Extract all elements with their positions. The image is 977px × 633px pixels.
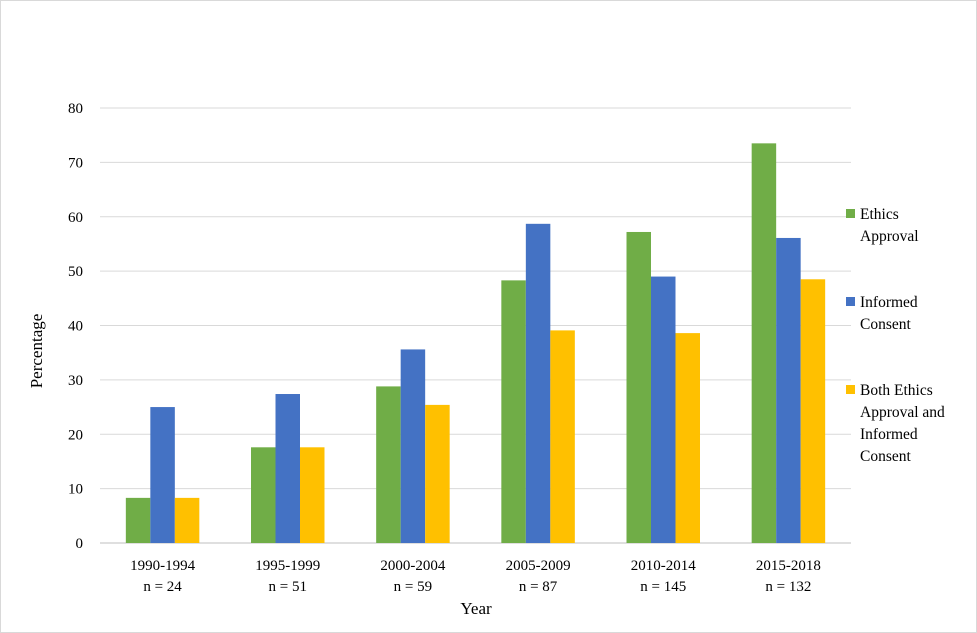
bar	[626, 231, 651, 543]
x-axis-title: Year	[460, 599, 492, 618]
bar	[776, 237, 801, 544]
x-tick-label: 2000-2004	[380, 558, 445, 574]
x-tick-label: 2015-2018	[756, 558, 821, 574]
bar	[751, 143, 777, 543]
bars	[125, 143, 826, 544]
gridlines	[100, 107, 851, 544]
legend-label: Approval	[860, 228, 919, 245]
x-tick-label: 2005-2009	[506, 558, 571, 574]
y-tick-label: 30	[68, 373, 83, 389]
legend-label: Informed	[860, 426, 918, 443]
y-axis-title: Percentage	[27, 314, 46, 389]
bar	[651, 276, 676, 543]
x-tick-label: 1990-1994	[130, 558, 195, 574]
bar	[425, 404, 450, 543]
legend-swatch	[846, 297, 855, 306]
bar	[300, 447, 325, 543]
y-tick-label: 70	[68, 155, 83, 171]
y-tick-label: 50	[68, 264, 83, 280]
bar	[174, 497, 200, 543]
x-tick-label: 1995-1999	[255, 558, 320, 574]
legend-swatch	[846, 209, 855, 218]
y-tick-label: 0	[76, 536, 84, 552]
bar	[800, 279, 826, 543]
y-tick-label: 80	[68, 101, 83, 117]
bar	[376, 386, 401, 543]
bar	[550, 330, 575, 543]
x-tick-labels: 1990-1994 n = 24 1995-1999 n = 51 2000-2004 n…	[130, 558, 821, 595]
sample-size-label: n = 51	[269, 579, 307, 595]
bar	[275, 394, 300, 543]
legend-label: Consent	[860, 316, 912, 333]
y-tick-labels: 0 10 20 30 40 50 60 70 80	[68, 101, 83, 552]
legend-label: Approval and	[860, 404, 945, 421]
y-tick-label: 10	[68, 482, 83, 498]
bar	[675, 333, 700, 543]
bar	[251, 447, 276, 543]
bar	[125, 497, 151, 543]
x-tick-label: 2010-2014	[631, 558, 696, 574]
legend-label: Both Ethics	[860, 382, 933, 399]
y-tick-label: 20	[68, 427, 83, 443]
sample-size-label: n = 145	[640, 579, 686, 595]
y-tick-label: 60	[68, 210, 83, 226]
sample-size-label: n = 87	[519, 579, 558, 595]
bar	[150, 407, 175, 543]
legend-label: Ethics	[860, 206, 899, 223]
sample-size-label: n = 59	[394, 579, 432, 595]
legend-label: Consent	[860, 448, 912, 465]
bar	[400, 349, 426, 543]
y-tick-label: 40	[68, 319, 83, 335]
legend: Ethics Approval Informed Consent Both Ethics…	[846, 206, 945, 465]
legend-swatch	[846, 385, 855, 394]
legend-label: Informed	[860, 294, 918, 311]
sample-size-label: n = 132	[765, 579, 811, 595]
sample-size-label: n = 24	[143, 579, 182, 595]
bar	[525, 223, 551, 543]
bar	[501, 280, 526, 543]
